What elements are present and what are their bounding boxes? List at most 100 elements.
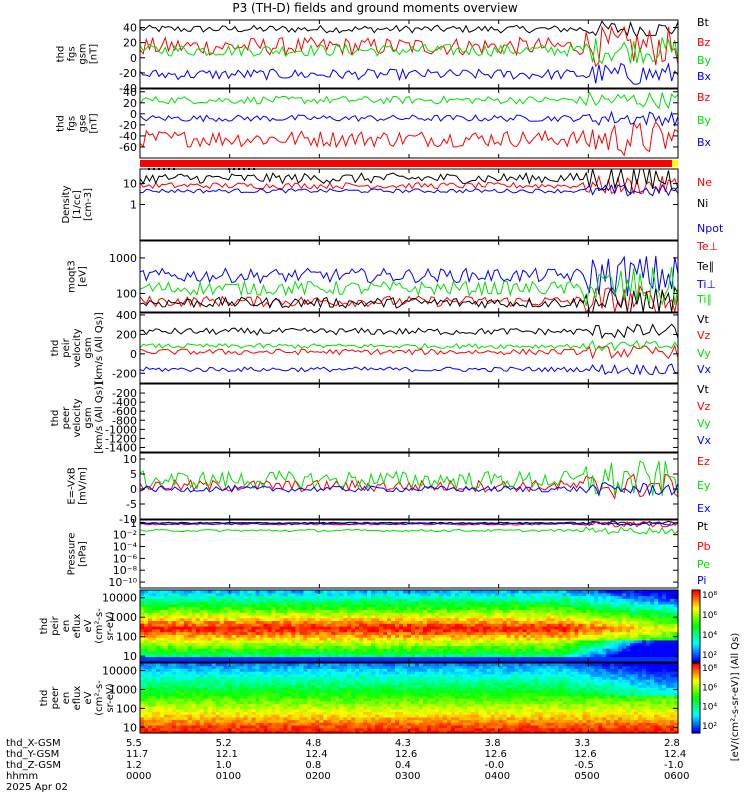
spectrogram-cell xyxy=(295,628,301,633)
spectrogram-cell xyxy=(614,653,619,658)
spectrogram-cell xyxy=(327,631,332,635)
spectrogram-cell xyxy=(339,653,344,658)
spectrogram-cell xyxy=(379,637,384,641)
spectrogram-cell xyxy=(183,711,189,715)
spectrogram-cell xyxy=(590,620,595,624)
spectrogram-cell xyxy=(259,620,265,624)
spectrogram-cell xyxy=(582,603,587,608)
spectrogram-cell xyxy=(275,603,281,608)
spectrogram-cell xyxy=(670,606,675,610)
spectrogram-cell xyxy=(490,634,496,638)
spectrogram-cell xyxy=(295,637,301,641)
spectrogram-cell xyxy=(215,663,221,667)
spectrogram-cell xyxy=(566,659,571,663)
spectrogram-cell xyxy=(470,617,476,622)
spectrogram-cell xyxy=(522,634,528,638)
spectrogram-cell xyxy=(299,612,304,616)
spectrogram-cell xyxy=(518,650,524,655)
legend-Te∥: Te∥ xyxy=(696,260,714,273)
series-line-By xyxy=(139,37,679,65)
y-tick-label: 1000 xyxy=(109,611,137,624)
spectrogram-cell xyxy=(470,598,476,602)
spectrogram-cell xyxy=(383,653,388,658)
spectrogram-cell xyxy=(367,648,372,652)
spectrogram-cell xyxy=(163,623,169,627)
spectrogram-cell xyxy=(582,631,587,635)
spectrogram-cell xyxy=(566,642,571,646)
spectrogram-cell xyxy=(155,623,161,627)
spectrogram-cell xyxy=(327,626,332,630)
spectrogram-cell xyxy=(422,656,428,660)
spectrogram-cell xyxy=(259,637,265,641)
spectrogram-cell xyxy=(191,612,197,616)
spectrogram-cell xyxy=(478,631,484,635)
spectrogram-cell xyxy=(339,639,344,644)
spectrogram-cell xyxy=(179,634,185,638)
spectrogram-cell xyxy=(247,703,253,707)
spectrogram-cell xyxy=(371,598,376,602)
spectrogram-cell xyxy=(215,730,221,734)
spectrogram-cell xyxy=(323,626,328,630)
spectrogram-cell xyxy=(430,623,436,627)
spectrogram-cell xyxy=(458,642,464,646)
spectrogram-cell xyxy=(391,601,396,605)
spectrogram-cell xyxy=(195,595,201,599)
spectrogram-cell xyxy=(642,603,647,608)
spectrogram-cell xyxy=(462,620,468,624)
spectrogram-cell xyxy=(654,590,659,594)
y-axis-label: peir xyxy=(61,337,72,357)
spectrogram-cell xyxy=(674,612,679,616)
spectrogram-cell xyxy=(307,642,312,646)
spectrogram-cell xyxy=(622,628,627,633)
spectrogram-cell xyxy=(578,659,583,663)
spectrogram-cell xyxy=(610,659,615,663)
spectrogram-cell xyxy=(307,592,312,597)
spectrogram-cell xyxy=(267,601,273,605)
spectrogram-cell xyxy=(295,730,301,734)
spectrogram-cell xyxy=(295,722,301,726)
spectrogram-cell xyxy=(379,628,384,633)
spectrogram-cell xyxy=(351,609,356,613)
spectrogram-cell xyxy=(235,631,241,635)
spectrogram-cell xyxy=(187,692,193,696)
spectrogram-cell xyxy=(550,606,556,610)
spectrogram-cell xyxy=(327,648,332,652)
spectrogram-cell xyxy=(355,592,360,597)
spectrogram-cell xyxy=(478,606,484,610)
spectrogram-cell xyxy=(590,609,595,613)
spectrogram-cell xyxy=(239,722,245,726)
spectrogram-cell xyxy=(558,590,564,594)
spectrogram-cell xyxy=(434,631,440,635)
spectrogram-cell xyxy=(367,609,372,613)
spectrogram-cell xyxy=(167,623,173,627)
spectrogram-cell xyxy=(670,648,675,652)
spectrogram-cell xyxy=(514,603,520,608)
spectrogram-cell xyxy=(323,590,328,594)
spectrogram-cell xyxy=(490,631,496,635)
spectrogram-cell xyxy=(215,609,221,613)
spectrogram-cell xyxy=(171,603,177,608)
spectrogram-cell xyxy=(347,642,352,646)
spectrogram-cell xyxy=(375,592,380,597)
spectrogram-cell xyxy=(279,700,285,704)
spectrogram-cell xyxy=(227,668,233,672)
spectrogram-cell xyxy=(526,590,532,594)
spectrogram-cell xyxy=(482,659,488,663)
spectrogram-cell xyxy=(450,637,456,641)
spectrogram-cell xyxy=(147,628,153,633)
spectrogram-cell xyxy=(227,695,233,699)
spectrogram-cell xyxy=(658,601,663,605)
spectrogram-cell xyxy=(175,642,181,646)
spectrogram-cell xyxy=(674,659,679,663)
spectrogram-cell xyxy=(359,614,364,619)
spectrogram-cell xyxy=(243,665,249,669)
spectrogram-cell xyxy=(191,634,197,638)
spectrogram-cell xyxy=(171,689,177,694)
spectrogram-cell xyxy=(498,628,504,633)
y-tick-label: -20 xyxy=(119,67,137,80)
spectrogram-cell xyxy=(594,626,599,630)
spectrogram-cell xyxy=(167,598,173,602)
spectrogram-cell xyxy=(299,706,304,710)
